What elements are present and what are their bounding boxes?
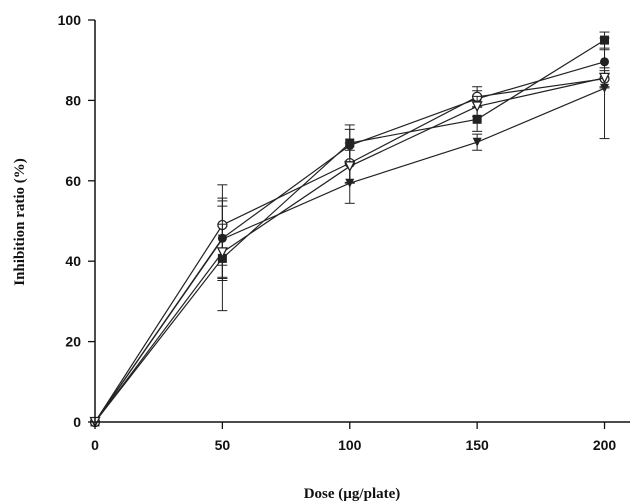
series-3: [89, 70, 610, 428]
y-tick-label: 0: [73, 414, 81, 430]
y-axis-title: Inhibition ratio (%): [12, 158, 28, 286]
y-tick-label: 40: [65, 253, 81, 269]
y-tick-label: 60: [65, 173, 81, 189]
series-line: [94, 61, 605, 423]
y-tick-label: 20: [65, 334, 81, 350]
y-tick-label: 80: [65, 92, 81, 108]
series-line: [94, 39, 605, 423]
data-point: [598, 72, 611, 84]
data-point: [471, 101, 483, 113]
data-point: [216, 247, 228, 259]
series-1: [90, 31, 610, 427]
data-point: [472, 114, 482, 124]
series-4: [90, 37, 610, 427]
series-2: [90, 49, 610, 427]
y-tick-label: 100: [58, 12, 82, 28]
series-layer: [89, 31, 611, 428]
x-tick-label: 0: [91, 437, 99, 453]
data-point: [344, 161, 356, 173]
x-tick-label: 200: [593, 437, 617, 453]
x-tick-label: 100: [338, 437, 362, 453]
data-point: [472, 137, 482, 147]
axes: 0 50 100 150 200 0 20 40 60 80 100: [58, 12, 630, 453]
series-5: [89, 67, 611, 428]
x-tick-label: 50: [215, 437, 231, 453]
x-axis-title: Dose (µg/plate): [304, 486, 401, 502]
data-point: [345, 178, 355, 188]
x-tick-label: 150: [465, 437, 489, 453]
